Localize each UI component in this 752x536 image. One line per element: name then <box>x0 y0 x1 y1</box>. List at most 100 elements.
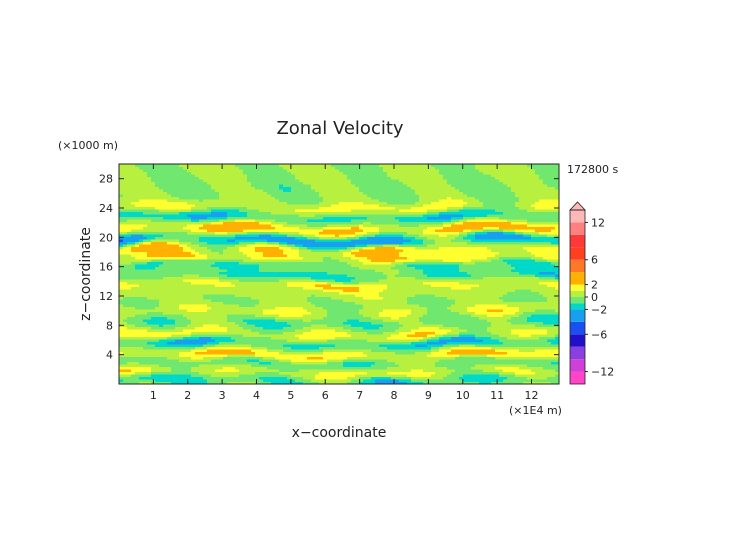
heatmap-cell <box>507 316 512 320</box>
heatmap-cell <box>483 336 488 340</box>
heatmap-cell <box>167 366 172 370</box>
heatmap-cell <box>259 341 264 345</box>
heatmap-cell <box>119 299 124 302</box>
heatmap-cell <box>535 354 540 357</box>
heatmap-cell <box>547 369 552 372</box>
heatmap-cell <box>523 336 528 340</box>
heatmap-cell <box>495 354 500 357</box>
heatmap-cell <box>519 359 524 362</box>
heatmap-cell <box>215 379 220 382</box>
heatmap-cell <box>367 349 372 352</box>
heatmap-cell <box>199 369 204 372</box>
heatmap-cell <box>131 294 136 297</box>
heatmap-cell <box>395 309 400 312</box>
heatmap-cell <box>327 366 332 370</box>
heatmap-cell <box>515 351 520 355</box>
heatmap-cell <box>439 296 444 300</box>
heatmap-cell <box>275 354 280 357</box>
heatmap-cell <box>459 351 464 355</box>
heatmap-cell <box>219 301 224 305</box>
heatmap-cell <box>231 334 236 337</box>
heatmap-cell <box>303 356 308 360</box>
heatmap-cell <box>347 301 352 305</box>
heatmap-cell <box>147 316 152 320</box>
heatmap-cell <box>279 336 284 340</box>
heatmap-cell <box>543 294 548 297</box>
heatmap-cell <box>351 309 356 312</box>
heatmap-cell <box>175 299 180 302</box>
heatmap-cell <box>275 291 280 295</box>
heatmap-cell <box>335 329 340 332</box>
heatmap-cell <box>427 311 432 315</box>
heatmap-cell <box>503 339 508 342</box>
heatmap-cell <box>363 379 368 382</box>
heatmap-cell <box>471 356 476 360</box>
heatmap-cell <box>227 321 232 325</box>
heatmap-cell <box>231 356 236 360</box>
heatmap-cell <box>299 366 304 370</box>
heatmap-cell <box>183 351 188 355</box>
heatmap-cell <box>379 369 384 372</box>
heatmap-cell <box>207 344 212 347</box>
heatmap-cell <box>171 339 176 342</box>
heatmap-cell <box>355 376 360 380</box>
heatmap-cell <box>415 326 420 330</box>
heatmap-cell <box>123 294 128 297</box>
heatmap-cell <box>203 356 208 360</box>
heatmap-cell <box>551 351 556 355</box>
heatmap-cell <box>223 301 228 305</box>
heatmap-cell <box>491 301 496 305</box>
heatmap-cell <box>119 334 124 337</box>
heatmap-cell <box>235 311 240 315</box>
heatmap-cell <box>235 371 240 375</box>
heatmap-cell <box>291 296 296 300</box>
heatmap-cell <box>135 316 140 320</box>
heatmap-cell <box>371 374 376 377</box>
heatmap-cell <box>303 296 308 300</box>
heatmap-cell <box>423 369 428 372</box>
heatmap-cell <box>427 334 432 337</box>
heatmap-cell <box>123 349 128 352</box>
heatmap-cell <box>303 346 308 350</box>
heatmap-cell <box>435 319 440 322</box>
heatmap-cell <box>479 344 484 347</box>
heatmap-cell <box>347 354 352 357</box>
heatmap-cell <box>439 329 444 332</box>
heatmap-cell <box>315 374 320 377</box>
heatmap-cell <box>523 351 528 355</box>
heatmap-cell <box>383 324 388 327</box>
heatmap-cell <box>175 296 180 300</box>
heatmap-cell <box>303 379 308 382</box>
heatmap-cell <box>271 359 276 362</box>
heatmap-cell <box>343 329 348 332</box>
heatmap-cell <box>203 364 208 367</box>
heatmap-cell <box>407 351 412 355</box>
heatmap-cell <box>299 339 304 342</box>
heatmap-cell <box>319 359 324 362</box>
heatmap-cell <box>203 354 208 357</box>
heatmap-cell <box>311 354 316 357</box>
heatmap-cell <box>211 299 216 302</box>
heatmap-cell <box>535 334 540 337</box>
heatmap-cell <box>131 346 136 350</box>
heatmap-cell <box>243 331 248 335</box>
heatmap-cell <box>471 371 476 375</box>
heatmap-cell <box>371 376 376 380</box>
heatmap-cell <box>183 294 188 297</box>
heatmap-cell <box>371 369 376 372</box>
heatmap-cell <box>359 376 364 380</box>
heatmap-cell <box>247 301 252 305</box>
heatmap-cell <box>159 301 164 305</box>
heatmap-cell <box>443 334 448 337</box>
heatmap-cell <box>347 351 352 355</box>
heatmap-cell <box>531 299 536 302</box>
heatmap-cell <box>183 324 188 327</box>
heatmap-cell <box>359 331 364 335</box>
heatmap-cell <box>315 316 320 320</box>
heatmap-cell <box>243 324 248 327</box>
heatmap-cell <box>359 351 364 355</box>
heatmap-cell <box>191 354 196 357</box>
heatmap-cell <box>335 371 340 375</box>
heatmap-cell <box>419 356 424 360</box>
heatmap-cell <box>323 339 328 342</box>
